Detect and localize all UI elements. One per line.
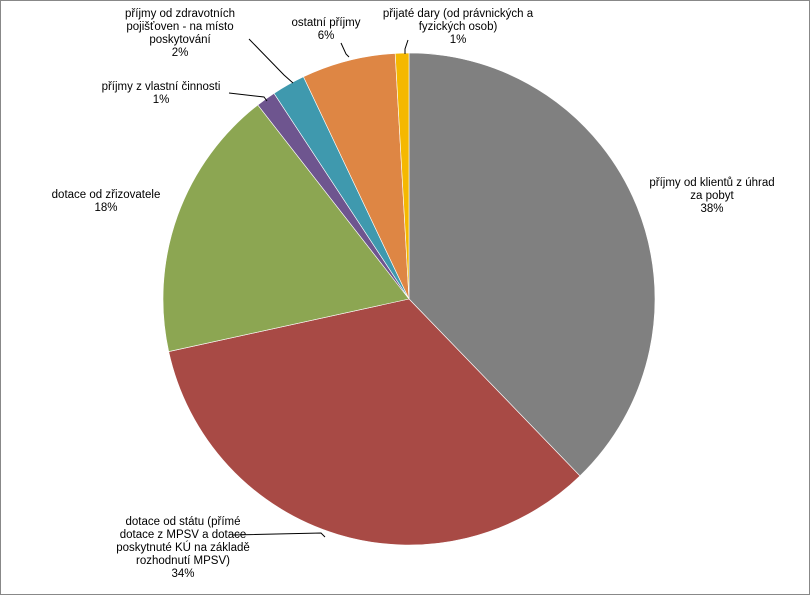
leader-line-zdravotni-pojistovny (248, 38, 294, 84)
slice-label-dotace-od-statu-percent: 34% (171, 568, 195, 580)
slice-label-ostatni-prijmy-percent: 6% (317, 30, 335, 42)
leader-line-dotace-od-statu (232, 532, 326, 538)
slice-label-dotace-od-statu: dotace od státu (přímé dotace z MPSV a d… (107, 516, 259, 581)
leader-line-vlastni-cinnost (228, 92, 268, 102)
slice-label-ostatni-prijmy-name: ostatní příjmy (291, 17, 361, 29)
slice-label-dotace-od-statu-name: dotace od státu (přímé dotace z MPSV a d… (116, 516, 250, 567)
pie-slice-klienti (408, 52, 656, 477)
slice-label-dotace-od-zrizovatele: dotace od zřizovatele 18% (41, 189, 171, 215)
pie-slice-dotace-od-statu (168, 298, 581, 546)
slice-label-klienti: příjmy od klientů z úhrad za pobyt 38% (649, 177, 775, 216)
slice-label-ostatni-prijmy: ostatní příjmy 6% (281, 17, 371, 43)
slice-label-dotace-od-zrizovatele-name: dotace od zřizovatele (51, 189, 161, 201)
slice-label-klienti-percent: 38% (700, 203, 724, 215)
pie-slice-dotace-od-zrizovatele (162, 104, 410, 352)
leader-line-ostatni-prijmy (340, 42, 350, 58)
slice-label-prijate-dary: přijaté dary (od právnických a fyzických… (375, 8, 541, 47)
leader-line-prijate-dary (404, 39, 409, 54)
slice-label-vlastni-cinnost: příjmy z vlastní činnosti 1% (87, 81, 235, 107)
slice-label-vlastni-cinnost-percent: 1% (152, 94, 170, 106)
slice-label-zdravotni-pojistovny-percent: 2% (171, 47, 189, 59)
slice-label-prijate-dary-name: přijaté dary (od právnických a fyzických… (382, 8, 534, 33)
slice-label-vlastni-cinnost-name: příjmy z vlastní činnosti (101, 81, 221, 93)
slice-label-zdravotni-pojistovny: příjmy od zdravotních pojišťoven - na mí… (109, 8, 251, 60)
slice-label-dotace-od-zrizovatele-percent: 18% (94, 202, 118, 214)
slice-label-klienti-name: příjmy od klientů z úhrad za pobyt (649, 177, 775, 202)
pie-slice-prijate-dary (394, 52, 410, 300)
slice-label-prijate-dary-percent: 1% (449, 34, 467, 46)
slice-label-zdravotni-pojistovny-name: příjmy od zdravotních pojišťoven - na mí… (125, 8, 235, 46)
